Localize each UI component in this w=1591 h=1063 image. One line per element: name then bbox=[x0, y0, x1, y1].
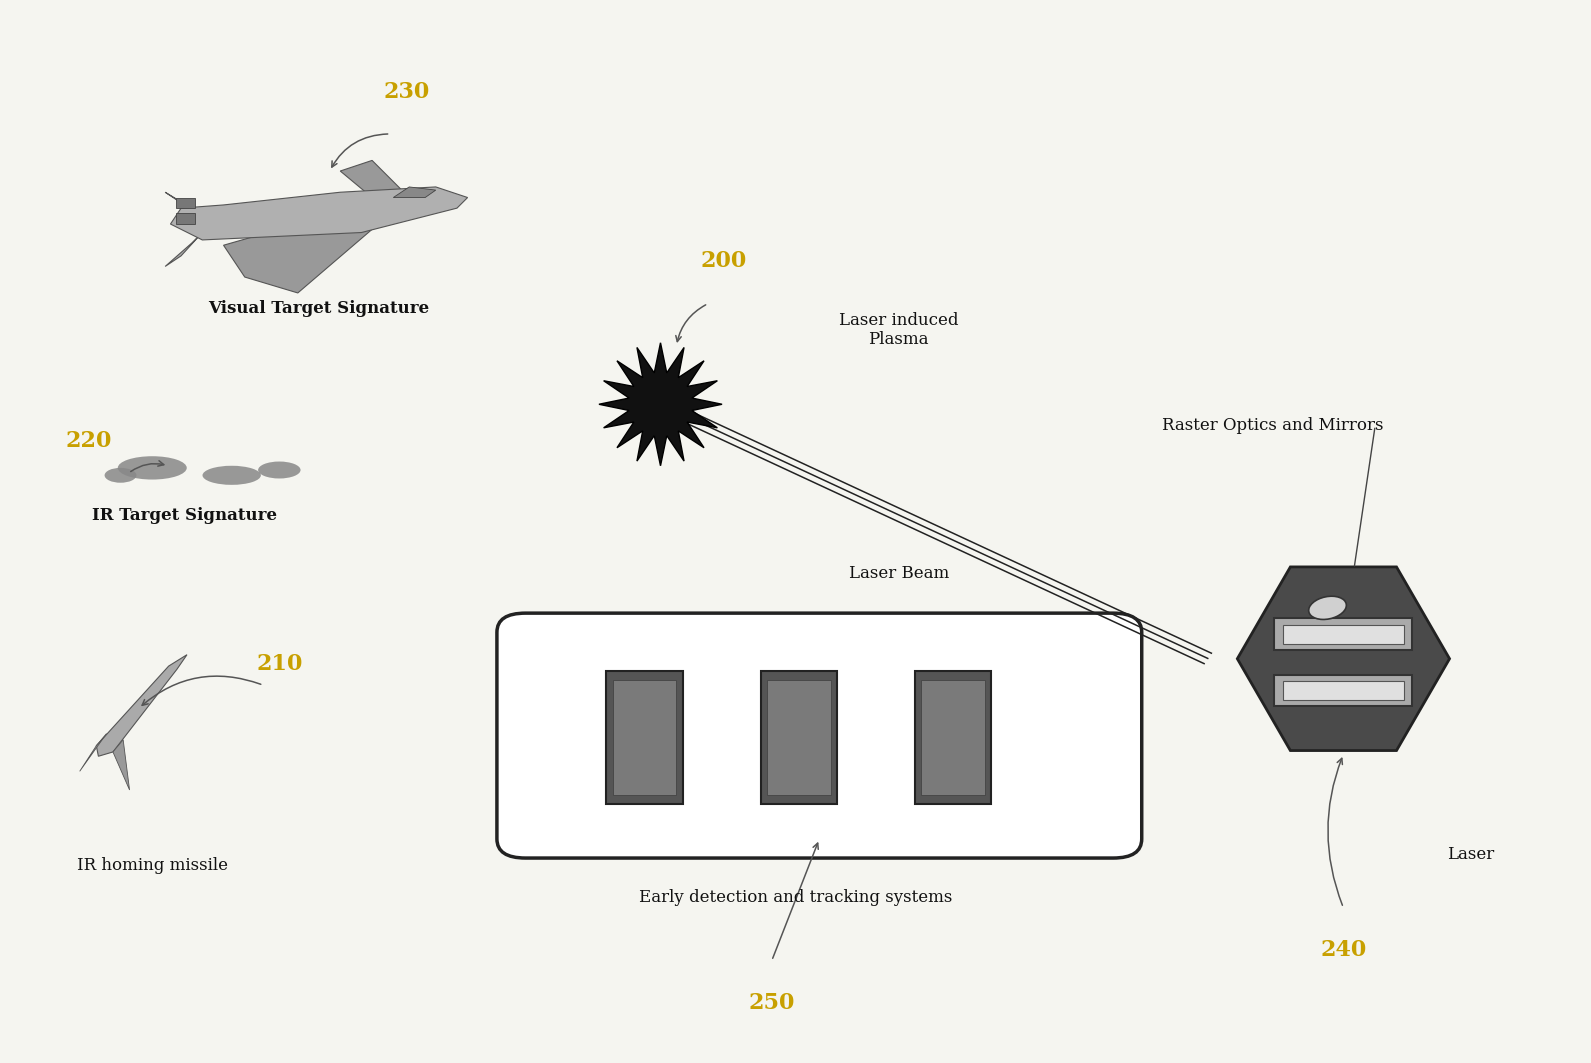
Text: Laser: Laser bbox=[1446, 846, 1494, 863]
FancyBboxPatch shape bbox=[1274, 619, 1413, 651]
Text: Visual Target Signature: Visual Target Signature bbox=[208, 301, 430, 318]
Polygon shape bbox=[170, 187, 468, 240]
FancyBboxPatch shape bbox=[1274, 675, 1413, 707]
Text: IR Target Signature: IR Target Signature bbox=[92, 507, 277, 524]
Polygon shape bbox=[165, 192, 202, 226]
Ellipse shape bbox=[118, 456, 186, 479]
Ellipse shape bbox=[258, 461, 301, 478]
FancyBboxPatch shape bbox=[1282, 681, 1403, 701]
FancyBboxPatch shape bbox=[175, 198, 194, 208]
Polygon shape bbox=[113, 740, 129, 790]
Text: Early detection and tracking systems: Early detection and tracking systems bbox=[640, 889, 951, 906]
Ellipse shape bbox=[105, 468, 137, 483]
Text: 200: 200 bbox=[702, 250, 748, 272]
Polygon shape bbox=[97, 655, 188, 756]
Polygon shape bbox=[340, 161, 415, 203]
FancyBboxPatch shape bbox=[175, 214, 194, 224]
Polygon shape bbox=[598, 342, 722, 466]
Polygon shape bbox=[393, 187, 436, 198]
Text: IR homing missile: IR homing missile bbox=[76, 857, 228, 874]
Polygon shape bbox=[80, 733, 107, 772]
Polygon shape bbox=[223, 224, 372, 293]
FancyBboxPatch shape bbox=[496, 613, 1142, 858]
Text: 250: 250 bbox=[748, 992, 796, 1014]
FancyBboxPatch shape bbox=[915, 672, 991, 804]
FancyBboxPatch shape bbox=[1282, 625, 1403, 644]
FancyBboxPatch shape bbox=[767, 680, 831, 795]
Text: 210: 210 bbox=[256, 653, 302, 675]
FancyBboxPatch shape bbox=[921, 680, 985, 795]
Text: Laser Beam: Laser Beam bbox=[848, 566, 948, 583]
Text: 230: 230 bbox=[383, 81, 430, 102]
Ellipse shape bbox=[202, 466, 261, 485]
Polygon shape bbox=[165, 233, 202, 267]
Ellipse shape bbox=[1309, 596, 1346, 620]
Text: 240: 240 bbox=[1321, 940, 1367, 961]
Text: Laser induced
Plasma: Laser induced Plasma bbox=[838, 311, 958, 349]
FancyBboxPatch shape bbox=[760, 672, 837, 804]
Text: 220: 220 bbox=[65, 431, 111, 453]
Text: Raster Optics and Mirrors: Raster Optics and Mirrors bbox=[1161, 417, 1383, 434]
Polygon shape bbox=[1238, 567, 1449, 750]
FancyBboxPatch shape bbox=[606, 672, 683, 804]
FancyBboxPatch shape bbox=[613, 680, 676, 795]
